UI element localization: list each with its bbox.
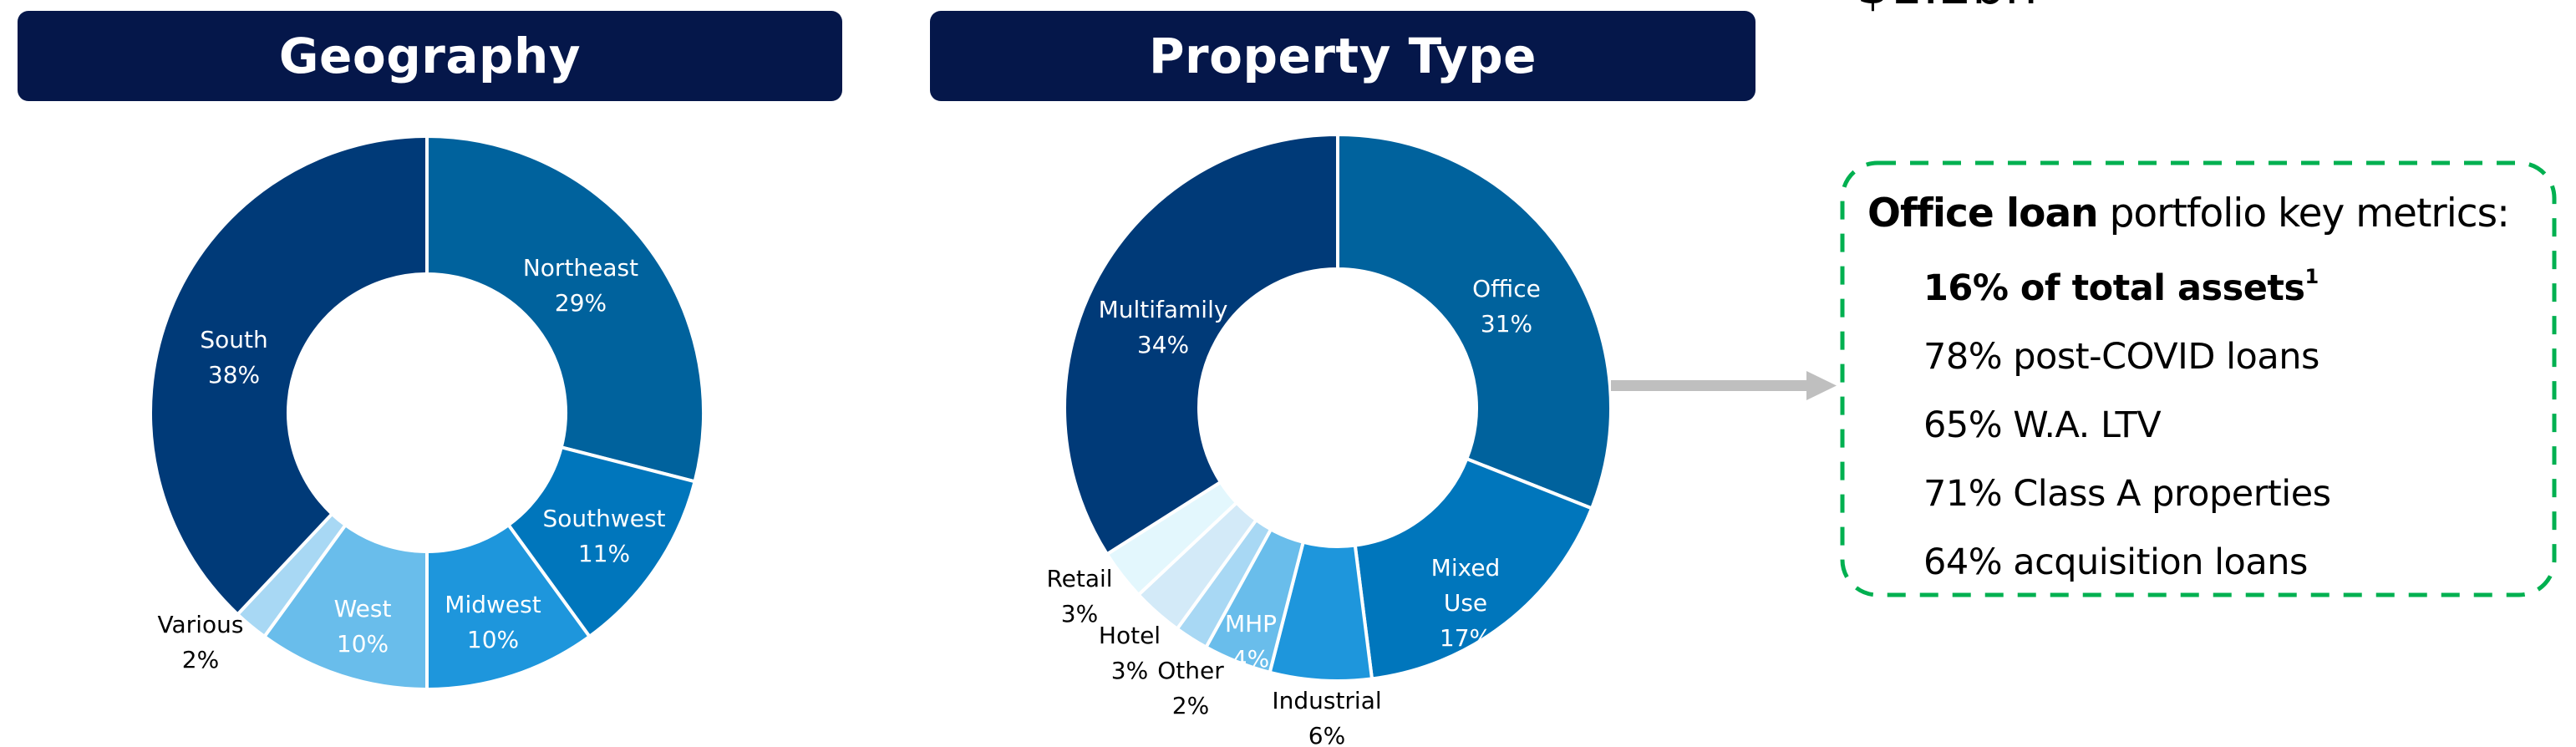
property-type-header: Property Type bbox=[930, 11, 1755, 101]
metrics-heading: Office loan portfolio key metrics: bbox=[1867, 191, 2510, 236]
donut-segment-northeast bbox=[425, 134, 705, 484]
segment-label: West 10% bbox=[334, 595, 392, 658]
geography-title: Geography bbox=[278, 28, 582, 84]
clipped-header-fragment: $1.2bn bbox=[1857, 0, 2038, 16]
metric-text: 64% acquisition loans bbox=[1923, 541, 2308, 583]
office-loan-metrics-box: Office loan portfolio key metrics: 16% o… bbox=[1840, 160, 2557, 597]
donut-segment-mixed-use bbox=[1353, 456, 1594, 681]
segment-label: Various 2% bbox=[158, 611, 244, 673]
segment-label: Other 2% bbox=[1157, 657, 1224, 719]
metrics-list: 16% of total assets1 78% post-COVID loan… bbox=[1923, 254, 2331, 597]
metric-item: 64% acquisition loans bbox=[1923, 528, 2331, 597]
donut-segment-southwest bbox=[506, 445, 698, 639]
segment-label: MHP 4% bbox=[1225, 610, 1277, 673]
metrics-heading-bold: Office loan bbox=[1867, 191, 2099, 236]
metric-item: 71% Class A properties bbox=[1923, 460, 2331, 528]
footnote-marker: 1 bbox=[2304, 265, 2319, 288]
property-type-title: Property Type bbox=[1149, 28, 1537, 84]
segment-label: Retail 3% bbox=[1046, 565, 1112, 628]
metric-text: 71% Class A properties bbox=[1923, 473, 2331, 515]
segment-label: Southwest 11% bbox=[542, 505, 665, 567]
segment-label: Multifamily 34% bbox=[1099, 296, 1228, 358]
dashed-border bbox=[1840, 160, 2557, 597]
metric-text: 65% W.A. LTV bbox=[1923, 404, 2162, 446]
segment-label: Midwest 10% bbox=[445, 591, 541, 653]
right-arrow-icon bbox=[1611, 371, 1837, 400]
segment-label: Mixed Use 17% bbox=[1431, 554, 1501, 652]
segment-label: Hotel 3% bbox=[1099, 622, 1161, 684]
metric-text: 16% of total assets bbox=[1923, 267, 2305, 309]
donut-segment-office bbox=[1336, 132, 1613, 511]
metric-item: 16% of total assets1 bbox=[1923, 254, 2331, 323]
metric-item: 65% W.A. LTV bbox=[1923, 391, 2331, 460]
segment-label: Industrial 6% bbox=[1272, 687, 1381, 747]
metrics-heading-rest: portfolio key metrics: bbox=[2097, 191, 2510, 236]
geography-header: Geography bbox=[18, 11, 842, 101]
segment-label: Office 31% bbox=[1472, 275, 1541, 338]
segment-label: Northeast 29% bbox=[523, 254, 638, 317]
donut-segment-south bbox=[149, 134, 429, 617]
donut-segment-multifamily bbox=[1063, 132, 1339, 556]
segment-label: South 38% bbox=[200, 326, 267, 389]
metric-item: 78% post-COVID loans bbox=[1923, 323, 2331, 391]
metric-text: 78% post-COVID loans bbox=[1923, 336, 2319, 378]
